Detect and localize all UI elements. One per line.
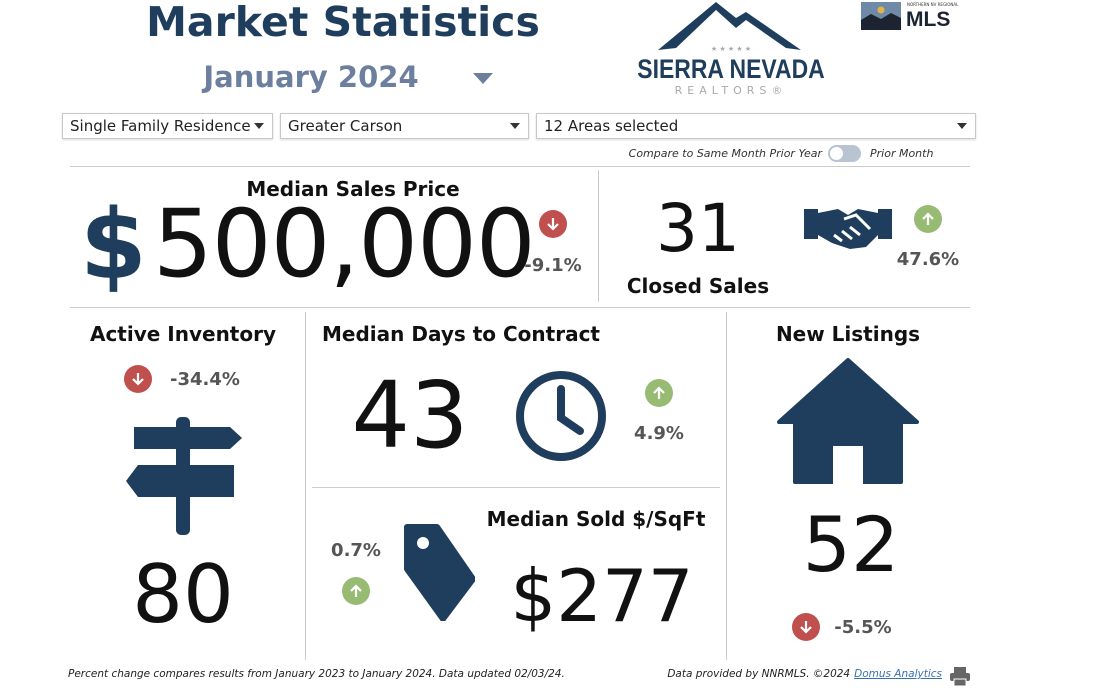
sold-sqft-value: $277 (510, 554, 694, 638)
footer-credit: Data provided by NNRMLS. ©2024 Domus Ana… (667, 668, 942, 680)
handshake-icon (804, 209, 892, 249)
sold-sqft-label: Median Sold $/SqFt (486, 507, 706, 531)
region-value: Greater Carson (288, 117, 403, 135)
arrow-down-icon (124, 365, 152, 393)
dollar-icon: $ (80, 189, 147, 301)
divider (70, 307, 970, 308)
property-type-value: Single Family Residence (70, 117, 251, 135)
printer-icon[interactable] (949, 666, 971, 687)
logo-text: SIERRA NEVADA (637, 54, 825, 84)
footer-provider: Data provided by NNRMLS. ©2024 (667, 668, 851, 680)
median-sales-price-label: Median Sales Price (246, 177, 460, 201)
active-inventory-label: Active Inventory (89, 322, 277, 346)
logo-subtext: REALTORS® (674, 84, 788, 97)
days-to-contract-change: 4.9% (634, 423, 684, 444)
mls-text: MLS (906, 8, 951, 31)
arrow-down-icon (539, 210, 567, 238)
chevron-down-icon (957, 123, 967, 129)
new-listings-change: -5.5% (834, 617, 892, 638)
sold-sqft-change: 0.7% (331, 540, 381, 561)
new-listings-value: 52 (802, 500, 900, 589)
active-inventory-change: -34.4% (170, 369, 240, 390)
divider (305, 312, 306, 660)
arrow-up-icon (645, 379, 673, 407)
closed-sales-label: Closed Sales (626, 274, 770, 298)
median-sales-price-change: -9.1% (524, 255, 582, 276)
caret-down-icon[interactable] (473, 73, 493, 84)
days-to-contract-value: 43 (351, 362, 469, 469)
property-type-dropdown[interactable]: Single Family Residence (62, 113, 273, 139)
sierra-nevada-logo: ★ ★ ★ ★ ★ SIERRA NEVADA REALTORS® (636, 0, 826, 100)
days-to-contract-label: Median Days to Contract (322, 322, 600, 346)
chevron-down-icon (510, 123, 520, 129)
areas-dropdown[interactable]: 12 Areas selected (536, 113, 976, 139)
compare-year-label: Compare to Same Month Prior Year (628, 147, 822, 160)
arrow-up-icon (342, 577, 370, 605)
house-icon (777, 358, 919, 484)
divider (598, 170, 599, 302)
active-inventory-value: 80 (132, 548, 234, 641)
arrow-up-icon (914, 205, 942, 233)
divider (726, 312, 727, 660)
mls-logo: NORTHERN NV REGIONAL MLS (861, 2, 971, 32)
arrow-down-icon (792, 613, 820, 641)
median-sales-price-value: 500,000 (153, 190, 536, 299)
areas-value: 12 Areas selected (544, 117, 679, 135)
footer-note: Percent change compares results from Jan… (68, 668, 565, 680)
page-title: Market Statistics (146, 0, 540, 46)
clock-icon (516, 371, 606, 461)
mls-small-text: NORTHERN NV REGIONAL (907, 2, 959, 7)
chevron-down-icon (254, 123, 264, 129)
compare-month-label: Prior Month (870, 147, 934, 160)
divider (312, 487, 720, 488)
month-label[interactable]: January 2024 (203, 60, 419, 94)
compare-toggle[interactable] (828, 145, 861, 162)
divider (70, 166, 970, 167)
closed-sales-change: 47.6% (896, 249, 960, 270)
closed-sales-value: 31 (656, 190, 740, 267)
signpost-icon (126, 417, 242, 535)
domus-analytics-link[interactable]: Domus Analytics (854, 668, 942, 680)
region-dropdown[interactable]: Greater Carson (280, 113, 529, 139)
tag-icon (404, 524, 475, 621)
new-listings-label: New Listings (775, 322, 921, 346)
svg-text:★ ★ ★ ★ ★: ★ ★ ★ ★ ★ (711, 45, 751, 52)
